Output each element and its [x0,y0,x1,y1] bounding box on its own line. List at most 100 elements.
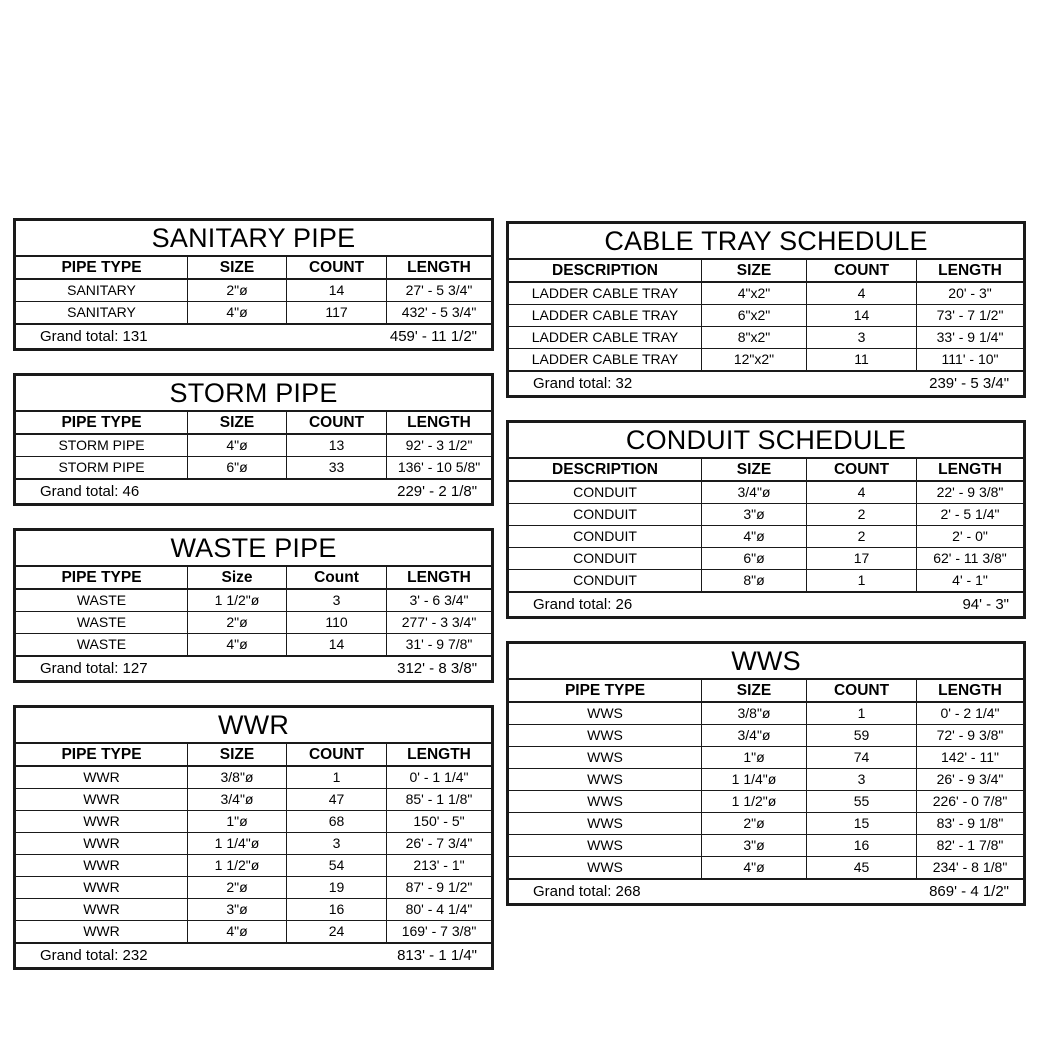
table-row: WWR 1"ø 68 150' - 5" [14,810,494,833]
column-header-type: PIPE TYPE [14,410,188,435]
cell-length: 62' - 11 3/8" [916,547,1025,570]
grand-total-row: Grand total: 268 869' - 4 1/2" [506,878,1026,905]
cell-count: 55 [806,790,917,813]
cell-length: 82' - 1 7/8" [915,834,1026,857]
table-row: CONDUIT 6"ø 17 62' - 11 3/8" [507,547,1025,570]
cell-type: CONDUIT [507,525,702,548]
cell-count: 54 [286,854,387,877]
cell-size: 4"ø [701,856,807,880]
table-row: WWS 4"ø 45 234' - 8 1/8" [507,856,1026,880]
schedule-title: WWS [506,642,1026,680]
grand-total-count: Grand total: 232 [40,947,148,964]
grand-total-count: Grand total: 26 [533,596,633,613]
table-row: CONDUIT 8"ø 1 4' - 1" [507,569,1025,593]
table-row: LADDER CABLE TRAY 6"x2" 14 73' - 7 1/2" [507,304,1026,327]
table-row: WASTE 4"ø 14 31' - 9 7/8" [14,633,494,657]
schedule-title: STORM PIPE [13,374,494,412]
column-header-type: DESCRIPTION [507,457,702,482]
schedule-table-wwr: WWR PIPE TYPE SIZE COUNT LENGTH WWR 3/8"ø 1 0' -… [13,705,495,970]
cell-type: WASTE [14,588,188,612]
cell-length: 111' - 10" [915,348,1026,372]
cell-length: 87' - 9 1/2" [385,876,494,899]
column-header-count: COUNT [286,742,387,767]
cell-type: WWS [507,768,702,791]
schedule-table-waste-pipe: WASTE PIPE PIPE TYPE Size Count LENGTH WASTE 1… [13,528,495,683]
table-row: WWR 3"ø 16 80' - 4 1/4" [14,898,494,921]
cell-size: 1 1/2"ø [701,790,807,813]
cell-length: 92' - 3 1/2" [385,433,494,457]
grand-total-count: Grand total: 127 [40,660,148,677]
table-row: LADDER CABLE TRAY 8"x2" 3 33' - 9 1/4" [507,326,1026,349]
cell-length: 234' - 8 1/8" [915,856,1026,880]
cell-size: 4"ø [187,633,287,657]
cell-count: 19 [286,876,387,899]
cell-type: CONDUIT [507,569,702,593]
cell-size: 3"ø [701,503,807,526]
table-row: WWR 2"ø 19 87' - 9 1/2" [14,876,494,899]
cell-type: WWS [507,746,702,769]
column-header-length: LENGTH [915,678,1026,703]
cell-count: 68 [286,810,387,833]
cell-size: 2"ø [187,876,287,899]
schedule-title-row: WASTE PIPE [13,529,494,567]
cell-size: 3/8"ø [701,701,807,725]
cell-count: 1 [286,765,387,789]
cell-count: 33 [286,456,387,480]
cell-type: WASTE [14,633,188,657]
table-row: LADDER CABLE TRAY 4"x2" 4 20' - 3" [507,281,1026,305]
schedule-title: WASTE PIPE [13,529,494,567]
cell-size: 3/8"ø [187,765,287,789]
cell-length: 3' - 6 3/4" [385,588,494,612]
table-row: LADDER CABLE TRAY 12"x2" 11 111' - 10" [507,348,1026,372]
cell-size: 4"ø [187,920,287,944]
cell-type: WWR [14,765,188,789]
column-header-count: COUNT [806,258,917,283]
cell-size: 2"ø [187,278,287,302]
column-header-type: PIPE TYPE [507,678,702,703]
schedule-title-row: SANITARY PIPE [14,219,493,257]
cell-length: 226' - 0 7/8" [915,790,1026,813]
column-header-size: SIZE [187,742,287,767]
cell-length: 26' - 7 3/4" [385,832,494,855]
cell-type: SANITARY [14,301,188,325]
schedule-title: CABLE TRAY SCHEDULE [506,222,1026,260]
cell-length: 31' - 9 7/8" [385,633,494,657]
grand-total-cell: Grand total: 127 312' - 8 3/8" [13,655,494,682]
cell-length: 83' - 9 1/8" [915,812,1026,835]
cell-count: 13 [286,433,387,457]
cell-type: CONDUIT [507,480,702,504]
cell-length: 80' - 4 1/4" [385,898,494,921]
cell-count: 15 [806,812,917,835]
cell-length: 27' - 5 3/4" [386,278,493,302]
cell-type: WWS [507,790,702,813]
cell-type: WWS [507,724,702,747]
cell-length: 2' - 0" [916,525,1025,548]
grand-total-count: Grand total: 131 [40,328,148,345]
column-header-length: LENGTH [385,565,494,590]
cell-length: 26' - 9 3/4" [915,768,1026,791]
left-schedule-column: SANITARY PIPE PIPE TYPE SIZE COUNT LENGTH SAN… [13,218,495,970]
cell-count: 16 [286,898,387,921]
column-header-size: SIZE [701,258,807,283]
cell-type: WWR [14,898,188,921]
cell-type: LADDER CABLE TRAY [507,281,702,305]
cell-type: WWS [507,701,702,725]
grand-total-cell: Grand total: 268 869' - 4 1/2" [506,878,1026,905]
table-row: SANITARY 2"ø 14 27' - 5 3/4" [14,278,493,302]
cell-type: STORM PIPE [14,456,188,480]
column-header-length: LENGTH [386,255,493,280]
cell-type: CONDUIT [507,503,702,526]
cell-size: 4"ø [701,525,807,548]
schedule-table-storm-pipe: STORM PIPE PIPE TYPE SIZE COUNT LENGTH STORM … [13,373,495,506]
cell-type: WWR [14,876,188,899]
column-header-row: PIPE TYPE Size Count LENGTH [14,565,494,590]
column-header-count: Count [286,565,387,590]
cell-count: 3 [286,832,387,855]
cell-count: 2 [806,525,917,548]
table-row: WASTE 2"ø 110 277' - 3 3/4" [14,611,494,634]
grand-total-cell: Grand total: 26 94' - 3" [507,591,1025,618]
cell-size: 4"x2" [701,281,807,305]
grand-total-length: 229' - 2 1/8" [397,483,478,500]
column-header-type: PIPE TYPE [14,255,188,280]
cell-length: 213' - 1" [385,854,494,877]
